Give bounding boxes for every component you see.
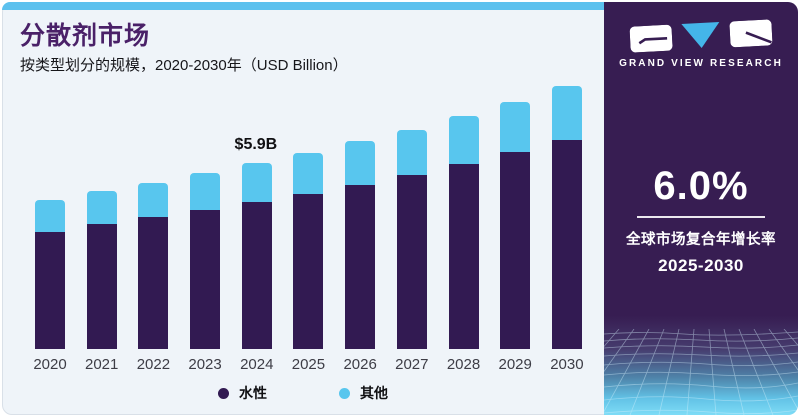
bar-segment-waterborne xyxy=(293,194,324,349)
gvr-logo-marks xyxy=(629,18,773,52)
bar-segment-waterborne xyxy=(241,202,272,349)
bar-segment-other xyxy=(293,152,324,195)
bar-segment-other xyxy=(396,130,427,176)
x-axis-label: 2029 xyxy=(498,356,532,373)
bar-column-2020: 2020 xyxy=(33,86,67,373)
x-axis-label: 2021 xyxy=(85,356,119,373)
brand-panel: GRAND VIEW RESEARCH 6.0% 全球市场复合年增长率 2025… xyxy=(604,2,798,415)
gvr-r-block-icon xyxy=(729,19,773,47)
bar-segment-other xyxy=(190,173,221,211)
bar-segment-other xyxy=(500,101,531,153)
x-axis-label: 2023 xyxy=(188,356,222,373)
bar-column-2025: 2025 xyxy=(292,86,325,373)
bar-column-2023: 2023 xyxy=(188,86,222,373)
legend-label-waterborne: 水性 xyxy=(239,385,267,401)
cagr-period: 2025-2030 xyxy=(658,256,744,275)
bar-segment-waterborne xyxy=(500,152,531,349)
cagr-block: 6.0% 全球市场复合年增长率 2025-2030 xyxy=(604,164,798,276)
bar-segment-waterborne xyxy=(448,164,479,349)
legend-label-other: 其他 xyxy=(360,385,388,401)
bar-column-2021: 2021 xyxy=(85,86,118,373)
cagr-divider xyxy=(637,216,765,218)
bar-segment-other xyxy=(345,141,376,185)
page-title: 分散剂市场 xyxy=(20,22,151,50)
bar-segment-other xyxy=(241,162,272,203)
bar-column-2029: 2029 xyxy=(499,86,532,373)
x-axis-label: 2022 xyxy=(136,356,171,373)
x-axis-label: 2024 xyxy=(240,356,274,373)
bar-segment-waterborne xyxy=(86,224,117,349)
bar-value-annotation: $5.9B xyxy=(234,135,278,153)
bar-segment-other xyxy=(86,190,117,225)
x-axis-label: 2020 xyxy=(33,356,67,373)
bar-column-2027: 2027 xyxy=(395,86,429,373)
chart-legend: 水性 其他 xyxy=(2,381,604,405)
bar-column-2024: $5.9B 2024 xyxy=(235,86,278,374)
legend-item-other: 其他 xyxy=(339,383,388,403)
top-accent-strip xyxy=(2,2,604,10)
page-subtitle: 按类型划分的规模，2020-2030年（USD Billion） xyxy=(20,57,348,74)
x-axis-label: 2028 xyxy=(446,356,481,373)
bar-segment-waterborne xyxy=(190,210,221,349)
bar-segment-other xyxy=(35,199,65,232)
cagr-value: 6.0% xyxy=(653,164,749,208)
bar-column-2030: 2030 xyxy=(550,86,584,373)
x-axis-label: 2027 xyxy=(395,356,429,373)
legend-item-waterborne: 水性 xyxy=(218,383,267,403)
bar-column-2026: 2026 xyxy=(343,86,377,373)
x-axis-label: 2030 xyxy=(550,356,584,373)
bar-segment-waterborne xyxy=(396,175,427,349)
legend-dot-other xyxy=(339,387,350,399)
bar-column-2022: 2022 xyxy=(137,86,170,373)
brand-name: GRAND VIEW RESEARCH xyxy=(619,58,783,69)
x-axis-label: 2025 xyxy=(291,356,326,373)
gvr-g-block-icon xyxy=(629,24,673,52)
wireframe-mesh-graphic xyxy=(604,329,798,415)
bar-segment-waterborne xyxy=(551,140,582,349)
plot-area: 2020 2021 2022 2023 $5.9B 2024 2025 2026 2027 202… xyxy=(33,86,584,374)
gvr-v-triangle-icon xyxy=(681,22,720,48)
bar-segment-waterborne xyxy=(345,184,376,349)
legend-dot-waterborne xyxy=(218,387,229,399)
bar-segment-waterborne xyxy=(138,216,169,349)
bar-segment-other xyxy=(138,183,169,217)
bar-segment-other xyxy=(551,86,582,141)
bar-column-2028: 2028 xyxy=(447,86,480,373)
bar-segment-waterborne xyxy=(35,231,65,349)
cagr-label: 全球市场复合年增长率 xyxy=(626,232,776,248)
x-axis-label: 2026 xyxy=(343,356,377,373)
gvr-logo: GRAND VIEW RESEARCH xyxy=(604,19,798,69)
bar-segment-other xyxy=(448,115,479,165)
